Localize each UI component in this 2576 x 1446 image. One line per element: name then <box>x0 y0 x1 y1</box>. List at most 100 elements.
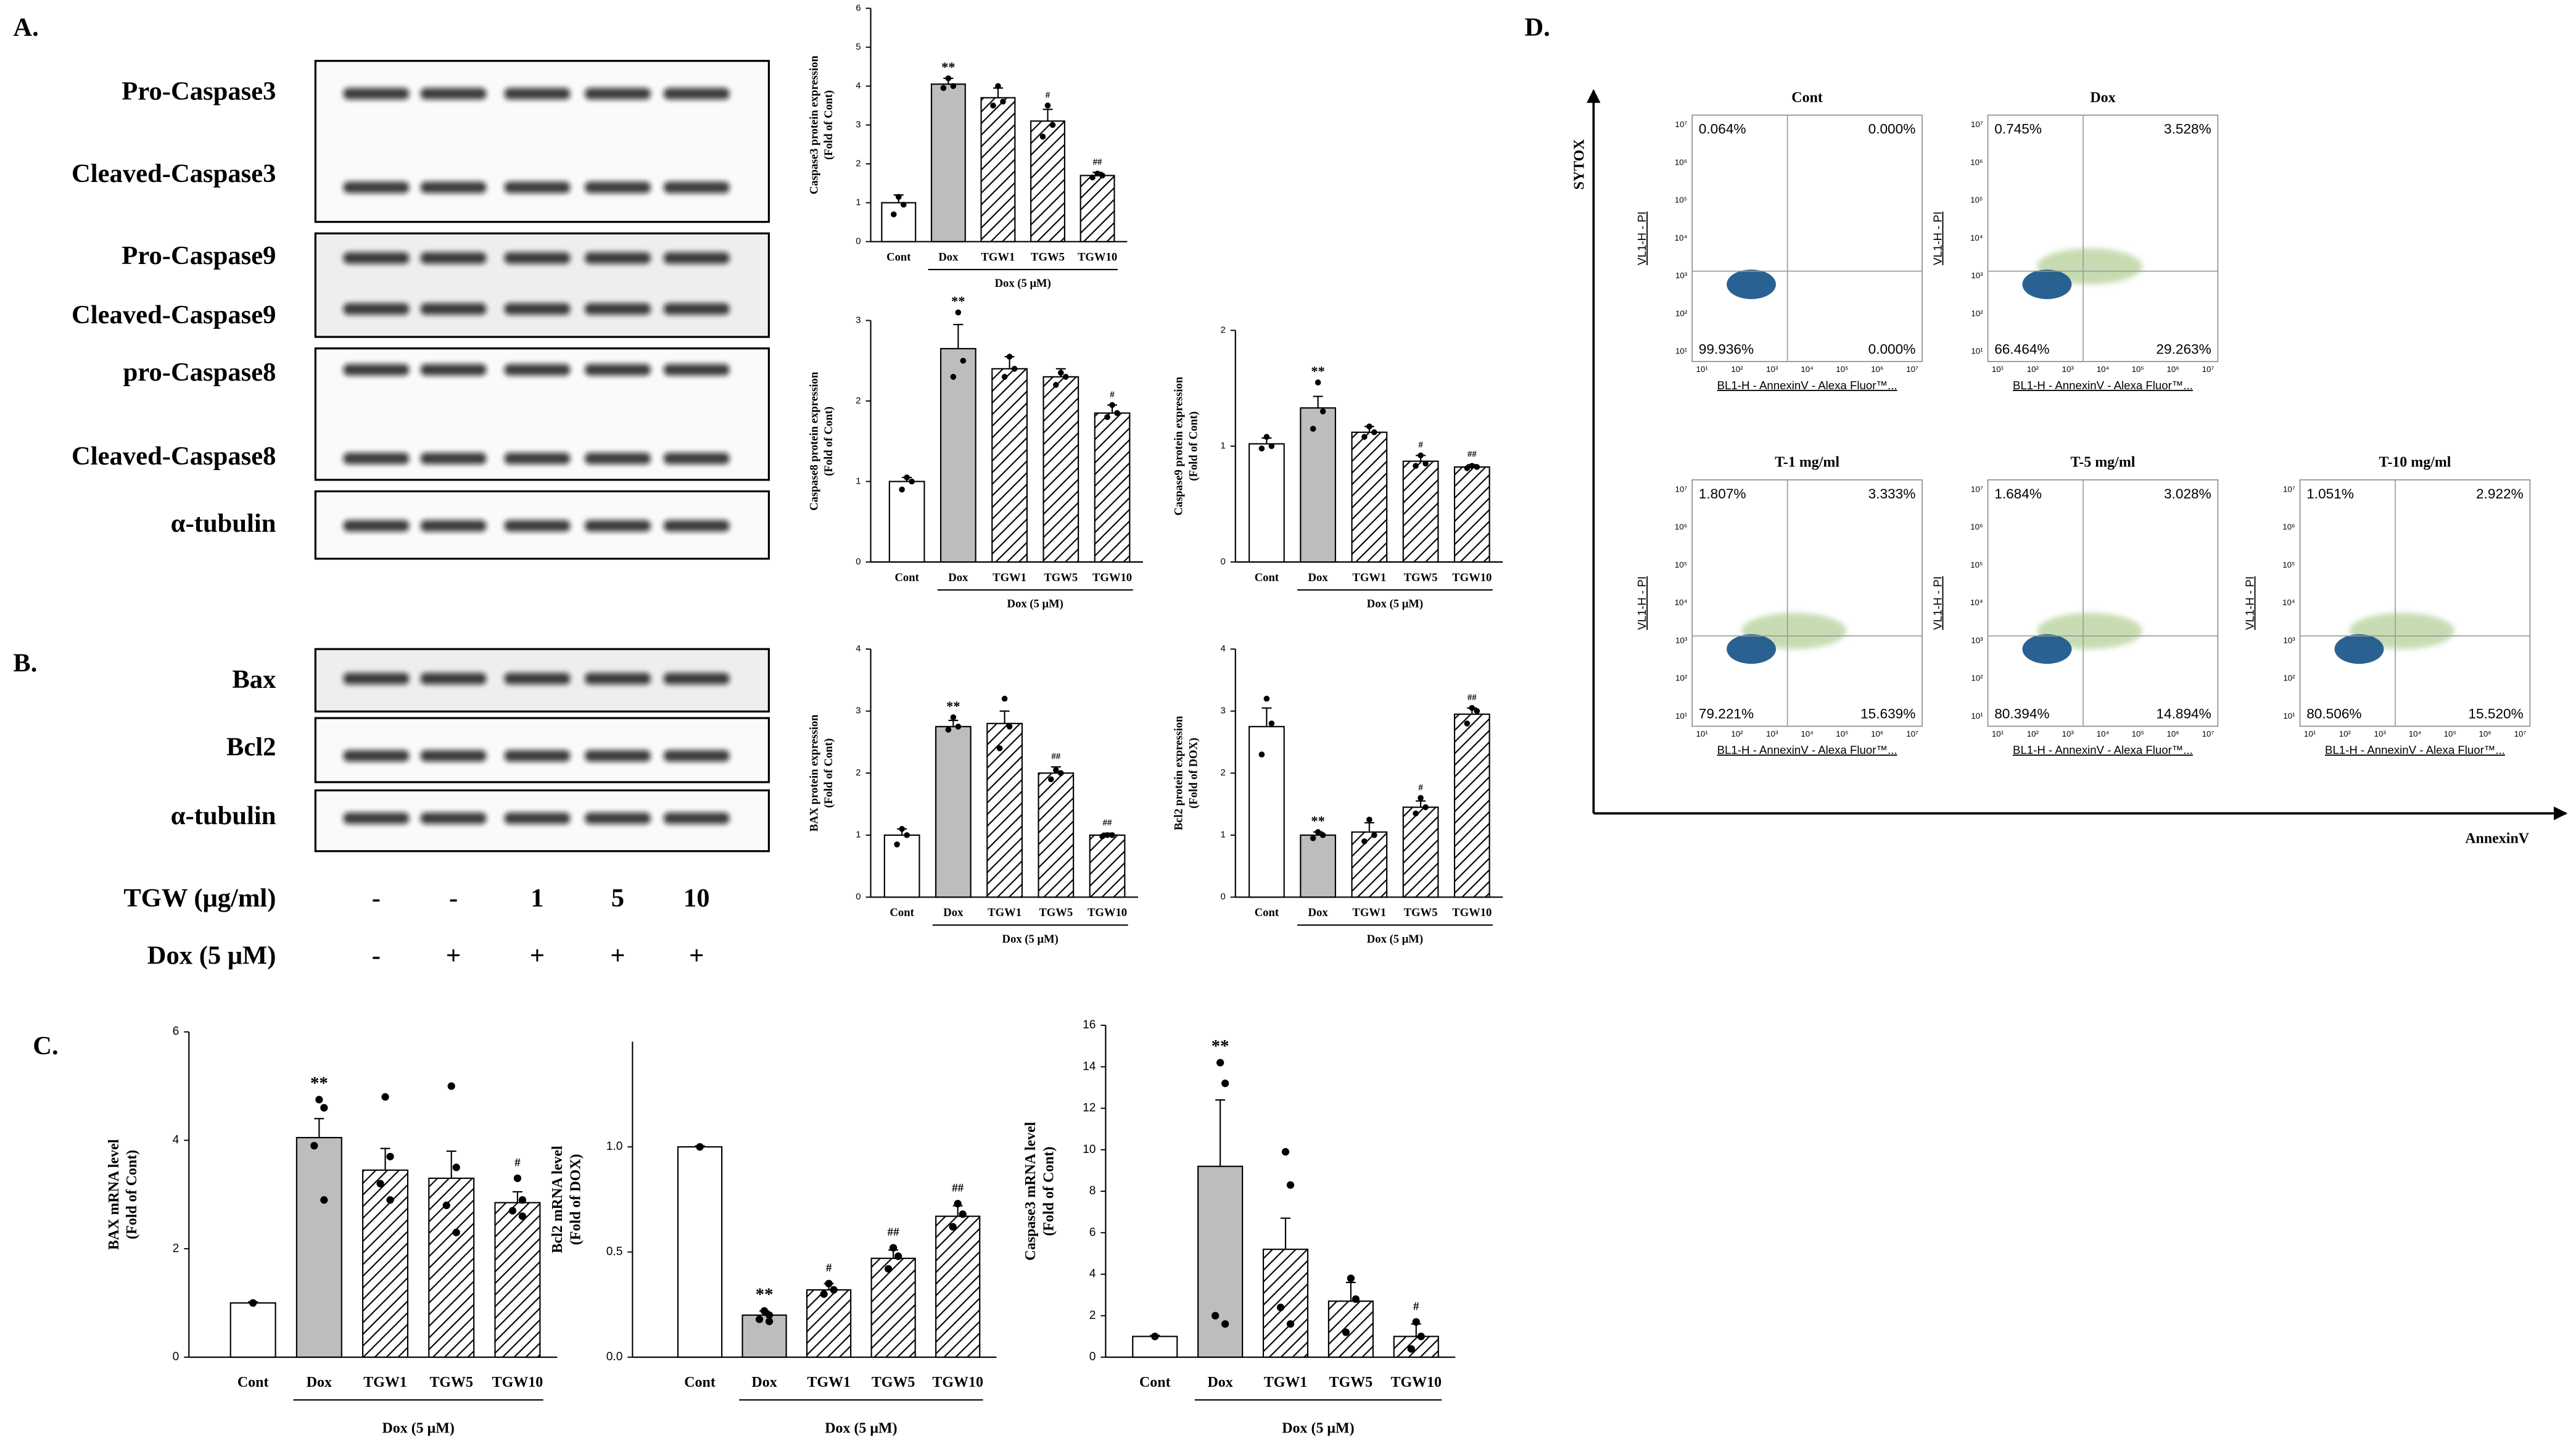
y-tick-label: 4 <box>173 1134 180 1147</box>
x-tick-label: Cont <box>1255 906 1279 919</box>
data-point <box>996 745 1003 751</box>
flow-frame <box>1691 479 1923 727</box>
data-point <box>950 83 957 89</box>
flow-y-title: SYTOX <box>1572 139 1588 190</box>
y-axis-label: (Fold of Cont) <box>822 407 835 476</box>
x-tick-label: TGW5 <box>1329 1374 1373 1390</box>
error-bar <box>380 1147 390 1170</box>
flow-x-tick-label: 10⁷ <box>1906 729 1918 738</box>
flow-y-tick-label: 10² <box>1971 674 1983 683</box>
group-label: Dox (5 μM) <box>825 1421 897 1437</box>
x-tick-label: TGW5 <box>1404 571 1438 584</box>
blot-band <box>585 181 651 194</box>
y-axis-label: Caspase3 protein expression <box>807 55 820 194</box>
blot-label: Cleaved-Caspase3 <box>72 159 276 188</box>
x-tick-label: Cont <box>894 571 919 584</box>
data-point <box>452 1228 460 1237</box>
flow-x-tick-label: 10⁶ <box>2479 729 2491 738</box>
x-tick-label: TGW1 <box>981 251 1015 264</box>
blot-band <box>504 88 571 100</box>
data-point <box>765 1317 774 1326</box>
quadrant-percent: 15.520% <box>2468 706 2523 722</box>
flow-x-tick-label: 10¹ <box>1696 365 1709 374</box>
data-point <box>894 841 900 848</box>
quadrant-percent: 1.684% <box>1994 486 2042 502</box>
data-point <box>1039 133 1046 140</box>
treatment-label: Dox (5 μM) <box>147 941 276 970</box>
blot-band <box>663 252 730 264</box>
quadrant-percent: 0.000% <box>1868 341 1916 357</box>
data-point <box>760 1307 769 1315</box>
data-point <box>1418 795 1424 801</box>
flow-plot-y-label: VL1-H - PI <box>1931 212 1944 265</box>
data-point <box>320 1104 328 1112</box>
blot-band <box>343 303 410 315</box>
data-point <box>901 201 907 208</box>
data-point <box>1474 464 1480 470</box>
y-axis-label: (Fold of Cont) <box>1187 411 1200 481</box>
x-tick-label: TGW10 <box>1452 906 1492 919</box>
flow-x-tick-label: 10⁴ <box>1801 729 1814 738</box>
quadrant-percent: 79.221% <box>1699 706 1754 722</box>
data-point <box>1094 170 1100 177</box>
y-axis-label: (Fold of DOX) <box>1187 738 1200 809</box>
data-point <box>452 1163 460 1171</box>
bar <box>1080 175 1115 242</box>
x-tick-label: Dox <box>938 251 959 264</box>
x-tick-label: TGW5 <box>1404 906 1438 919</box>
bar <box>1030 120 1065 242</box>
error-bar <box>999 710 1010 724</box>
flow-y-tick-label: 10⁵ <box>2282 560 2295 569</box>
data-point <box>1221 1320 1229 1328</box>
y-tick-label: 2 <box>1220 768 1225 778</box>
flow-y-tick-label: 10³ <box>1971 635 1983 645</box>
panel-label: B. <box>13 649 37 678</box>
x-tick-label: Cont <box>886 251 911 264</box>
bar <box>883 834 920 898</box>
data-point <box>945 727 952 733</box>
x-tick-label: TGW1 <box>993 571 1026 584</box>
x-tick-label: Dox <box>1308 571 1329 584</box>
flow-plot-x-label: BL1-H - AnnexinV - Alexa Fluor™... <box>1717 379 1897 392</box>
y-tick-label: 0 <box>856 892 861 902</box>
blot-label: Cleaved-Caspase8 <box>72 442 276 471</box>
blot-band <box>504 181 571 194</box>
data-point <box>1006 353 1013 360</box>
flow-plot-x-label: BL1-H - AnnexinV - Alexa Fluor™... <box>1717 743 1897 756</box>
flow-y-tick-label: 10¹ <box>1971 711 1983 721</box>
y-tick-label: 0 <box>173 1350 180 1363</box>
data-point <box>1310 835 1316 841</box>
flow-x-tick-label: 10⁵ <box>2132 729 2144 738</box>
x-tick-label: TGW10 <box>932 1374 983 1390</box>
x-tick-label: Dox <box>1308 906 1329 919</box>
data-point <box>1058 370 1064 376</box>
flow-x-tick-label: 10⁷ <box>1906 365 1918 374</box>
y-axis-label: Bcl2 protein expression <box>1173 716 1186 830</box>
significance: ## <box>1051 752 1060 762</box>
data-point <box>955 724 962 730</box>
data-point <box>904 832 910 838</box>
data-point <box>950 374 957 380</box>
flow-frame <box>2299 479 2531 727</box>
significance: ## <box>888 1226 900 1239</box>
data-point <box>1048 776 1054 783</box>
data-point <box>945 75 952 81</box>
y-tick-label: 2 <box>856 396 861 406</box>
blot-band <box>663 812 730 824</box>
x-tick-label: TGW5 <box>1039 906 1073 919</box>
bar <box>1300 407 1336 563</box>
significance: # <box>1046 90 1051 100</box>
data-point <box>1058 770 1064 777</box>
data-point <box>820 1290 828 1298</box>
data-point <box>518 1196 527 1204</box>
bar <box>1300 834 1336 898</box>
data-point <box>1011 366 1018 372</box>
quadrant-percent: 1.807% <box>1699 486 1746 502</box>
flow-x-tick-label: 10² <box>1731 729 1743 738</box>
flow-x-tick-label: 10⁵ <box>2444 729 2456 738</box>
data-point <box>1109 402 1115 408</box>
quadrant-percent: 3.528% <box>2164 122 2211 137</box>
data-point <box>1464 721 1471 727</box>
flow-x-tick-label: 10⁷ <box>2514 729 2527 738</box>
blot-label: α-tubulin <box>171 509 276 538</box>
